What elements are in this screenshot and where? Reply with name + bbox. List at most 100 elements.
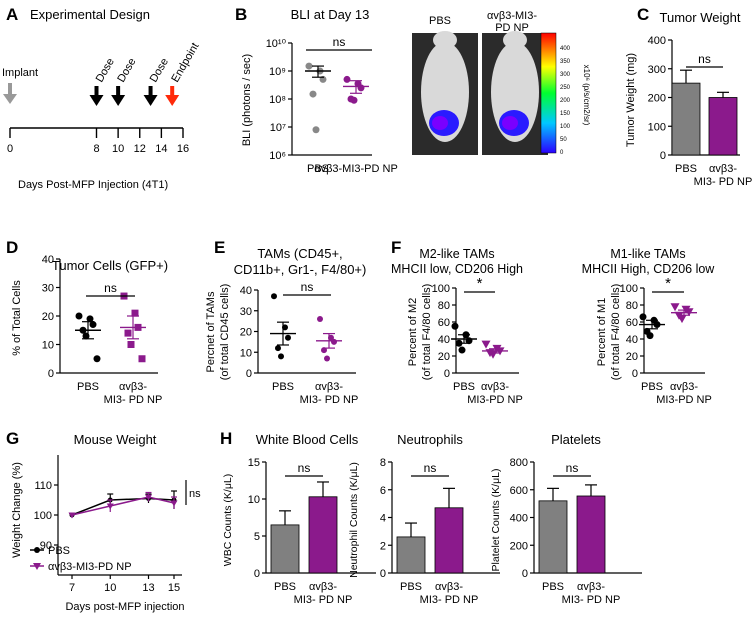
chart-e-point-1-2	[331, 338, 337, 345]
chart-f2-point-0-4	[646, 332, 654, 340]
chart-f2-ytick-label-1: 20	[626, 351, 638, 363]
chart-h3-ytick-label-1: 200	[510, 540, 528, 552]
event-arrow-head-0	[89, 95, 104, 106]
chart-c-ytick-label-4: 400	[648, 35, 666, 47]
chart-g-xtick-label-2: 13	[142, 582, 154, 594]
chart-h2-ytick-label-3: 6	[380, 485, 386, 497]
chart-h1-ytick-label-3: 15	[248, 457, 260, 469]
chart-h1-cat-label-1-0: αvβ3-	[309, 581, 337, 593]
chart-h3-ytick-label-4: 800	[510, 457, 528, 469]
chart-e-ytick-label-3: 30	[240, 306, 252, 318]
chart-b-point-0-3	[309, 90, 317, 98]
chart-d-point-0-2	[89, 321, 97, 329]
event-label-1: Dose	[115, 56, 138, 84]
chart-d-cat-label-1-0: αvβ3-	[119, 381, 147, 393]
chart-f1-ytick-label-3: 60	[438, 317, 450, 329]
event-label-0: Dose	[94, 56, 117, 84]
chart-h1-bar-0	[270, 524, 300, 574]
chart-h2-sig-text: ns	[424, 461, 437, 475]
chart-f2-point-1-4	[677, 315, 687, 324]
chart-e-cat-label-1-1: MI3- PD NP	[300, 394, 359, 406]
chart-d-point-1-3	[124, 329, 132, 337]
chart-b-ytick-label-3: 10⁷	[270, 122, 286, 134]
timeline-tick-label-12: 12	[134, 143, 146, 155]
chart-b-ytick-label-0: 10¹⁰	[266, 38, 287, 50]
event-arrow-shaft-0	[94, 86, 99, 96]
chart-e-ylabel-1: (of total CD45 cells)	[219, 284, 231, 381]
chart-b-cat-0: PBS	[307, 163, 329, 175]
colorbar-tick-5: 150	[560, 111, 571, 117]
panel-d-title: Tumor Cells (GFP+)	[52, 258, 168, 273]
implant-arrow-shaft	[8, 83, 12, 95]
chart-f2-ytick-label-5: 100	[620, 283, 638, 295]
panel-b-title: BLI at Day 13	[291, 7, 370, 22]
chart-g-ytick-label-0: 90	[40, 540, 52, 552]
chart-b-point-1-0	[343, 75, 351, 83]
chart-h3-cat-label-1-1: MI3- PD NP	[562, 594, 621, 606]
chart-e-ytick-label-1: 10	[240, 347, 252, 359]
chart-h2-ytick-label-2: 4	[380, 513, 386, 525]
chart-c-ytick-label-0: 0	[660, 150, 666, 162]
tumor-core-np	[502, 116, 518, 130]
chart-b-sig-text: ns	[333, 35, 346, 49]
chart-e-point-0-3	[275, 345, 281, 352]
chart-h2-cat-label-1-1: MI3- PD NP	[420, 594, 479, 606]
chart-g-point-1-0	[68, 512, 76, 519]
chart-d-cat-label-0-0: PBS	[77, 381, 99, 393]
chart-b-point-1-4	[350, 96, 358, 104]
chart-d-cat-label-1-1: MI3- PD NP	[104, 394, 163, 406]
chart-e-point-1-0	[317, 316, 323, 323]
chart-h1-cat-label-0-0: PBS	[274, 581, 296, 593]
chart-g-line-1	[71, 496, 175, 516]
colorbar-tick-2: 300	[560, 72, 571, 78]
chart-d-point-0-5	[93, 355, 101, 363]
chart-f2-ytick-label-0: 0	[632, 368, 638, 380]
chart-c-cat-label-0-0: PBS	[675, 163, 697, 175]
event-label-3: Endpoint	[169, 41, 201, 85]
chart-g-sig-text: ns	[189, 488, 201, 500]
chart-h2-ylabel: Neutrophil Counts (K/μL)	[348, 462, 360, 578]
panel-letter-E: E	[214, 238, 225, 257]
chart-e-sig-text: ns	[301, 280, 314, 294]
colorbar-tick-0: 400	[560, 46, 571, 52]
timeline-tick-label-16: 16	[177, 143, 189, 155]
chart-b-point-0-4	[312, 126, 320, 134]
chart-h3-cat-label-1-0: αvβ3-	[577, 581, 605, 593]
chart-f2-ylabel-1: (of total F4/80 cells)	[610, 284, 622, 381]
panel-letter-C: C	[637, 5, 649, 24]
chart-d-point-0-1	[86, 315, 94, 323]
chart-h1-ylabel: WBC Counts (K/μL)	[222, 474, 234, 566]
chart-c-ytick-label-2: 200	[648, 93, 666, 105]
chart-f2-ytick-label-3: 60	[626, 317, 638, 329]
chart-e-point-0-0	[271, 293, 277, 300]
chart-h3-cat-label-0-0: PBS	[542, 581, 564, 593]
event-arrow-shaft-2	[148, 86, 153, 96]
chart-d-sig-text: ns	[104, 281, 117, 295]
chart-b-cat-1: αvβ3-MI3-PD NP	[314, 163, 398, 175]
chart-g-xtick-label-1: 10	[104, 582, 116, 594]
chart-f1-ylabel-0: Percent of M2	[407, 298, 419, 366]
chart-f2-ytick-label-2: 40	[626, 334, 638, 346]
event-arrow-shaft-1	[116, 86, 121, 96]
chart-d-ytick-label-2: 20	[42, 311, 54, 323]
chart-f2-cat-label-1-0: αvβ3-	[670, 381, 698, 393]
chart-d-point-1-1	[131, 309, 139, 317]
chart-h3-title: Platelets	[551, 432, 601, 447]
chart-g-point-1-1	[106, 503, 114, 510]
colorbar-tick-3: 250	[560, 85, 571, 91]
panel-c-title: Tumor Weight	[660, 10, 741, 25]
bli-label-np-2: PD NP	[495, 22, 529, 34]
panel-letter-F: F	[391, 238, 401, 257]
chart-c-ylabel: Tumor Weight (mg)	[625, 53, 637, 147]
chart-g-ytick-label-1: 100	[34, 510, 52, 522]
panel-e-title-0: TAMs (CD45+,	[257, 246, 342, 261]
chart-b-ytick-label-1: 10⁹	[269, 66, 286, 78]
chart-e-ytick-label-2: 20	[240, 327, 252, 339]
panel-letter-D: D	[6, 238, 18, 257]
chart-f2-title-0: M1-like TAMs	[610, 247, 685, 261]
chart-h3-ytick-label-2: 400	[510, 513, 528, 525]
chart-c-bar-0	[671, 82, 701, 156]
chart-e-point-0-4	[278, 353, 284, 360]
chart-h2-ytick-label-0: 0	[380, 568, 386, 580]
chart-f1-ytick-label-1: 20	[438, 351, 450, 363]
